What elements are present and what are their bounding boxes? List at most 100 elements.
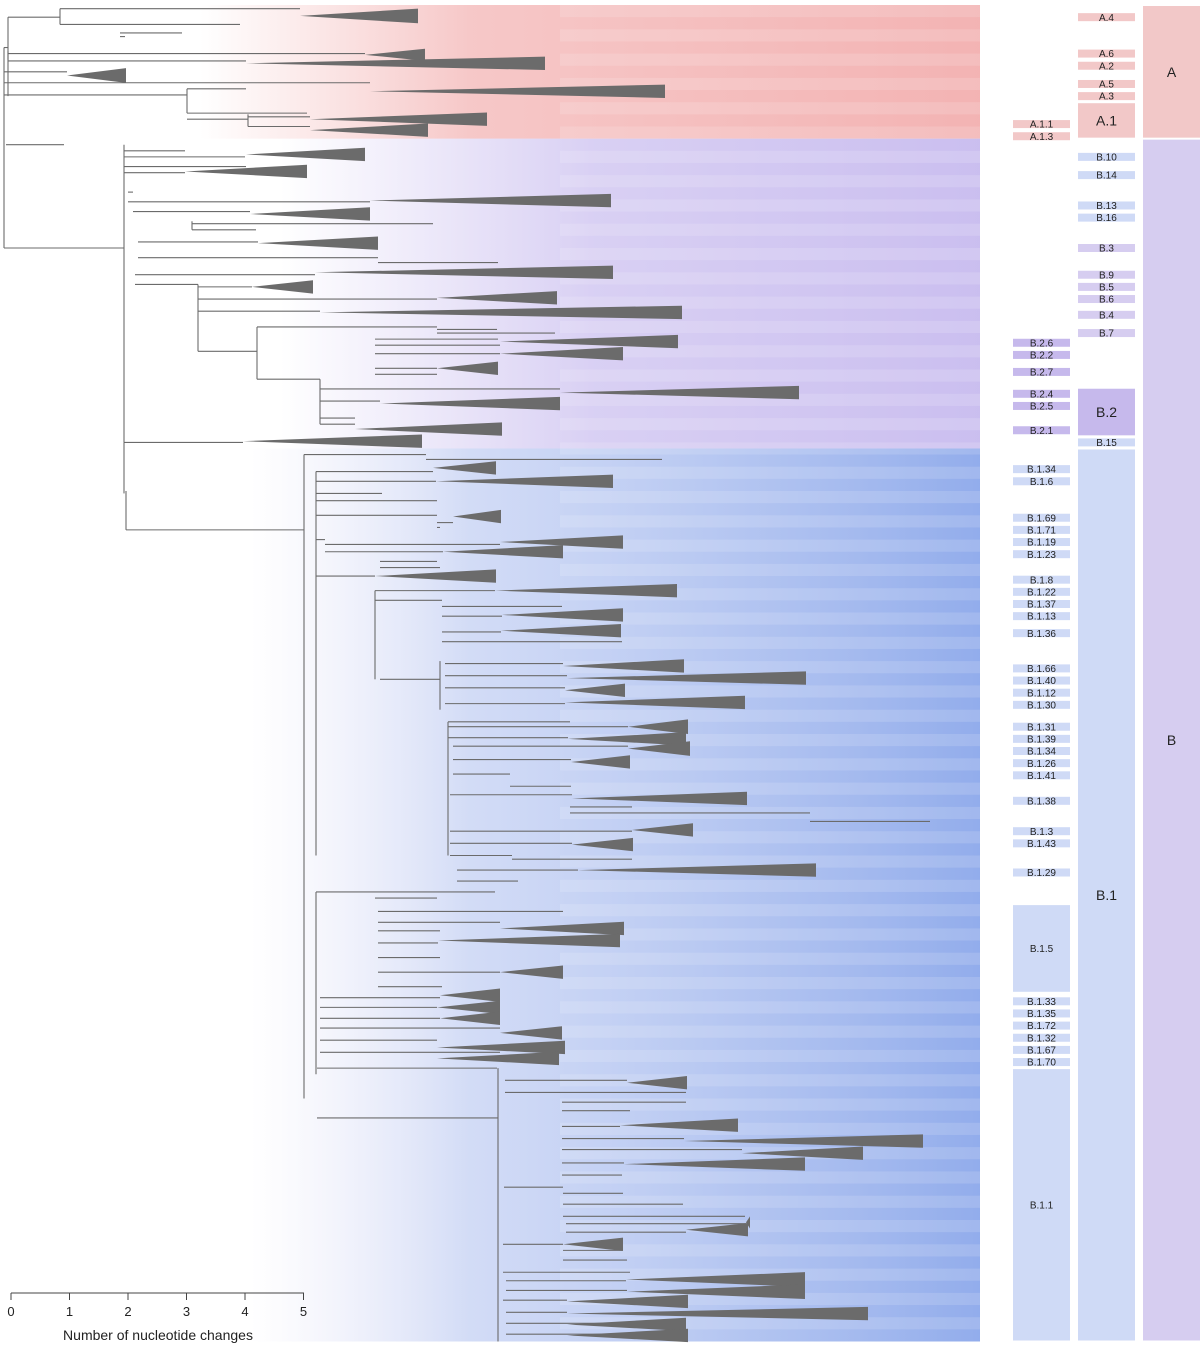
lineage-box [1078, 244, 1135, 252]
collapsed-clade-triangle [433, 461, 496, 475]
band-stripe [560, 879, 980, 892]
major-lineage-column: AB [1143, 6, 1200, 1341]
sublineage-box [1013, 629, 1070, 638]
lineage-label: A.5 [1099, 80, 1114, 91]
collapsed-clade-triangle [246, 56, 545, 71]
collapsed-clade-triangle [453, 509, 501, 524]
collapsed-clade-triangle [355, 422, 502, 436]
lineage-label: B.14 [1096, 171, 1117, 182]
lineage-b1-band [250, 448, 980, 1342]
sublineage-label: B.1.19 [1027, 538, 1056, 549]
sublineage-label: B.1.1 [1030, 1200, 1054, 1211]
sublineage-box [1013, 734, 1070, 743]
collapsed-clade-triangle [565, 683, 625, 697]
collapsed-clade-triangle [500, 1026, 562, 1040]
collapsed-clade-triangle [563, 1237, 623, 1251]
scale-axis: 0 1 2 3 4 5 Number of nucleotide changes [7, 1292, 307, 1343]
band-stripe [560, 369, 980, 382]
lineage-box [1078, 152, 1135, 161]
sublineage-box [1013, 664, 1070, 673]
collapsed-clade-triangle [567, 1306, 868, 1321]
lineage-box [1078, 92, 1135, 101]
sublineage-box [1013, 587, 1070, 596]
lineage-box [1078, 282, 1135, 291]
collapsed-clade-triangle [437, 1040, 565, 1055]
sublineage-box [1013, 389, 1070, 398]
band-stripe [560, 515, 980, 528]
collapsed-clade-triangle [310, 112, 487, 126]
collapsed-clade-triangle [628, 719, 688, 735]
band-stripe [560, 831, 980, 844]
axis-tick-label: 3 [183, 1304, 190, 1319]
lineage-column: A.4 A.6A.2 A.5A.3 A.1 B.10 B.14 B.13B.16 B.3 B.9… [1078, 13, 1135, 1341]
sublineage-box [1013, 868, 1070, 877]
sublineage-box [1013, 759, 1070, 768]
lineage-box [1078, 329, 1135, 338]
lineage-box [1078, 171, 1135, 180]
collapsed-clade-triangle [500, 347, 623, 361]
collapsed-clade-triangle [567, 671, 806, 685]
collapsed-clade-triangle [746, 1216, 750, 1229]
sublineage-box [1013, 575, 1070, 584]
sublineage-box [1013, 401, 1070, 410]
band-stripe [560, 952, 980, 965]
collapsed-clade-triangle [502, 608, 623, 622]
collapsed-clade-triangle [501, 624, 621, 638]
axis-tick-label: 5 [300, 1304, 307, 1319]
sublineage-box [1013, 367, 1070, 376]
sublineage-label: B.1.30 [1027, 700, 1056, 711]
collapsed-clade-triangle [624, 1157, 805, 1171]
band-stripe [560, 1220, 980, 1233]
collapsed-clade-triangles [67, 8, 923, 1343]
sublineage-box [1013, 120, 1070, 129]
sublineage-label: B.1.23 [1027, 550, 1056, 561]
lineage-box [1078, 103, 1135, 138]
collapsed-clade-triangle [443, 545, 563, 559]
collapsed-clade-triangle [370, 84, 665, 98]
collapsed-clade-triangle [628, 741, 690, 756]
sublineage-label: B.1.35 [1027, 1009, 1056, 1020]
collapsed-clade-triangle [437, 361, 498, 375]
sublineage-box [1013, 839, 1070, 848]
band-stripe [560, 612, 980, 625]
lineage-box [1078, 449, 1135, 1341]
sublineage-label: B.1.43 [1027, 839, 1056, 850]
collapsed-clade-triangle [572, 791, 747, 806]
axis-tick-label: 1 [66, 1304, 73, 1319]
sublineage-box [1013, 905, 1070, 992]
sublineage-label: B.1.34 [1027, 465, 1056, 476]
lineage-label: B.2 [1096, 404, 1117, 420]
band-stripe [560, 320, 980, 334]
sublineage-box [1013, 1045, 1070, 1054]
sublineage-box [1013, 599, 1070, 608]
lineage-label: B.6 [1099, 295, 1114, 306]
collapsed-clade-triangle [568, 732, 686, 746]
sublineage-label: B.1.36 [1027, 629, 1056, 640]
sublineage-box [1013, 465, 1070, 474]
sublineage-box [1013, 350, 1070, 359]
band-stripe [560, 393, 980, 406]
band-stripe [560, 1195, 980, 1208]
collapsed-clade-triangle [500, 334, 678, 349]
collapsed-clade-triangle [258, 236, 378, 250]
lineage-label: A.2 [1099, 61, 1114, 72]
sublineage-label: B.1.29 [1027, 868, 1056, 879]
collapsed-clade-triangle [500, 535, 623, 549]
collapsed-clade-triangle [572, 837, 633, 852]
sublineage-label: B.2.7 [1030, 368, 1054, 379]
sublineage-box [1013, 771, 1070, 780]
collapsed-clade-triangle [252, 280, 313, 294]
sublineage-label: B.1.38 [1027, 796, 1056, 807]
band-stripe [560, 758, 980, 771]
collapsed-clade-triangle [243, 434, 422, 448]
lineage-box [1078, 79, 1135, 88]
collapsed-clade-triangle [370, 193, 611, 208]
sublineage-box [1013, 1069, 1070, 1341]
phylogenetic-tree [3, 8, 930, 1342]
lineage-box [1078, 270, 1135, 279]
sublineage-label: B.1.26 [1027, 759, 1056, 770]
lineage-label: B.13 [1096, 201, 1117, 212]
band-stripe [560, 418, 980, 431]
sublineage-label: B.1.22 [1027, 587, 1056, 598]
